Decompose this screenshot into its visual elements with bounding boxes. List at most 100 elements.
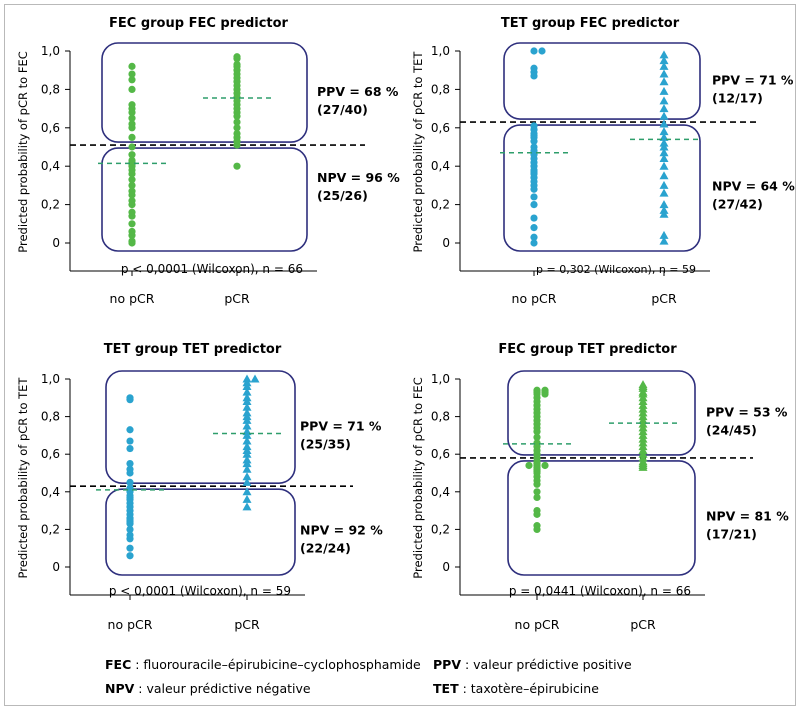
stat-text: p = 0,302 (Wilcoxon), n = 59 (536, 263, 696, 276)
data-point (126, 460, 134, 468)
data-point-triangle (659, 209, 669, 218)
x-tick-label: pCR (630, 617, 656, 632)
y-tick-label: 0,8 (431, 410, 450, 424)
data-point (128, 220, 136, 228)
data-point (533, 433, 541, 441)
data-point (541, 390, 549, 398)
data-point-triangle (638, 462, 648, 471)
data-point (533, 493, 541, 502)
data-point (126, 552, 134, 560)
data-point (128, 133, 136, 141)
data-point (233, 55, 241, 63)
data-point (128, 191, 136, 199)
data-point (126, 478, 134, 486)
y-tick-label: 0,4 (431, 159, 450, 173)
stat-text: p < 0,0001 (Wilcoxon), n = 66 (121, 262, 303, 276)
data-point (126, 469, 134, 477)
data-point (233, 124, 241, 132)
data-point-triangle (242, 415, 252, 424)
data-point (126, 437, 134, 445)
data-point (128, 239, 136, 247)
data-point (541, 461, 549, 470)
legend-abbr: NPV (105, 681, 135, 696)
y-tick-label: 0,2 (431, 522, 450, 536)
chart-title: TET group FEC predictor (501, 16, 680, 31)
x-tick-label: no pCR (515, 617, 560, 632)
data-point-triangle (242, 382, 252, 391)
data-point-triangle (659, 161, 669, 170)
data-point-triangle (242, 387, 252, 396)
data-point (530, 224, 538, 232)
data-point-triangle (659, 171, 669, 180)
data-point (128, 170, 136, 178)
data-point (233, 141, 241, 149)
stat-text: p = 0,0441 (Wilcoxon), n = 66 (509, 584, 691, 598)
npv-region-box (507, 460, 696, 576)
data-point-triangle (242, 436, 252, 445)
data-point-triangle (250, 374, 260, 383)
data-point-triangle (242, 494, 252, 503)
y-axis-label: Predicted probability of pCR to TET (411, 51, 425, 253)
data-point (533, 480, 541, 488)
npv-fraction: (22/24) (300, 541, 351, 556)
y-tick-label: 0,6 (41, 447, 60, 461)
data-point (533, 488, 541, 496)
data-point (128, 231, 136, 239)
data-point-triangle (659, 230, 669, 239)
chart-title: FEC group TET predictor (498, 342, 677, 357)
data-point-triangle (659, 104, 669, 113)
ppv-label: PPV = 71 % (300, 419, 382, 434)
ppv-region-box (105, 370, 296, 484)
npv-fraction: (17/21) (706, 526, 757, 541)
npv-label: NPV = 92 % (300, 523, 383, 538)
data-point (128, 108, 136, 117)
data-point (126, 544, 134, 552)
data-point (126, 520, 134, 528)
data-point (233, 162, 241, 170)
legend-text: : valeur prédictive positive (461, 657, 632, 672)
npv-region-box (503, 124, 701, 252)
legend-tet: TET : taxotère–épirubicine (433, 681, 599, 696)
data-point-triangle (242, 449, 252, 458)
data-point (530, 239, 538, 247)
figure-frame: FEC group FEC predictor 0 0,2 0,4 0,6 0,8 1,0 P… (4, 4, 796, 706)
data-point (530, 214, 538, 222)
ppv-region-box (503, 42, 701, 120)
y-tick-label: 1,0 (41, 44, 60, 58)
data-point-triangle (242, 502, 252, 511)
data-point-triangle (242, 430, 252, 439)
ppv-fraction: (24/45) (706, 422, 757, 437)
data-point-triangle (659, 86, 669, 95)
y-tick-label: 1,0 (41, 372, 60, 386)
data-point (128, 70, 136, 78)
data-point (128, 76, 136, 84)
data-point-triangle (242, 421, 252, 430)
chart-area: FEC group FEC predictor 0 0,2 0,4 0,6 0,8 1,0 P… (16, 16, 795, 632)
data-point (126, 426, 134, 434)
x-tick-label: pCR (234, 617, 260, 632)
data-point (128, 62, 136, 70)
ppv-label: PPV = 68 % (317, 84, 399, 99)
y-tick-label: 0 (52, 560, 60, 574)
data-point-triangle (659, 50, 669, 59)
data-point-triangle (659, 96, 669, 105)
data-point-triangle (242, 459, 252, 468)
data-point (128, 143, 136, 151)
legend-npv: NPV : valeur prédictive négative (105, 681, 311, 696)
legend-fec: FEC : fluorouracile–épirubicine–cyclopho… (105, 657, 421, 672)
data-point-triangle (242, 402, 252, 411)
data-point (530, 193, 538, 201)
y-tick-label: 0,4 (41, 159, 60, 173)
data-point-triangle (659, 77, 669, 86)
data-point-triangle (659, 119, 669, 128)
data-point (128, 151, 136, 159)
y-axis-label: Predicted probability of pCR to FEC (16, 51, 30, 252)
data-point (126, 535, 134, 543)
data-point (128, 176, 136, 184)
y-tick-label: 0,4 (41, 485, 60, 499)
legend-ppv: PPV : valeur prédictive positive (433, 657, 632, 672)
y-tick-label: 0,2 (431, 198, 450, 212)
y-tick-label: 0 (442, 560, 450, 574)
y-tick-label: 0,8 (41, 82, 60, 96)
npv-label: NPV = 64 % (712, 179, 795, 194)
